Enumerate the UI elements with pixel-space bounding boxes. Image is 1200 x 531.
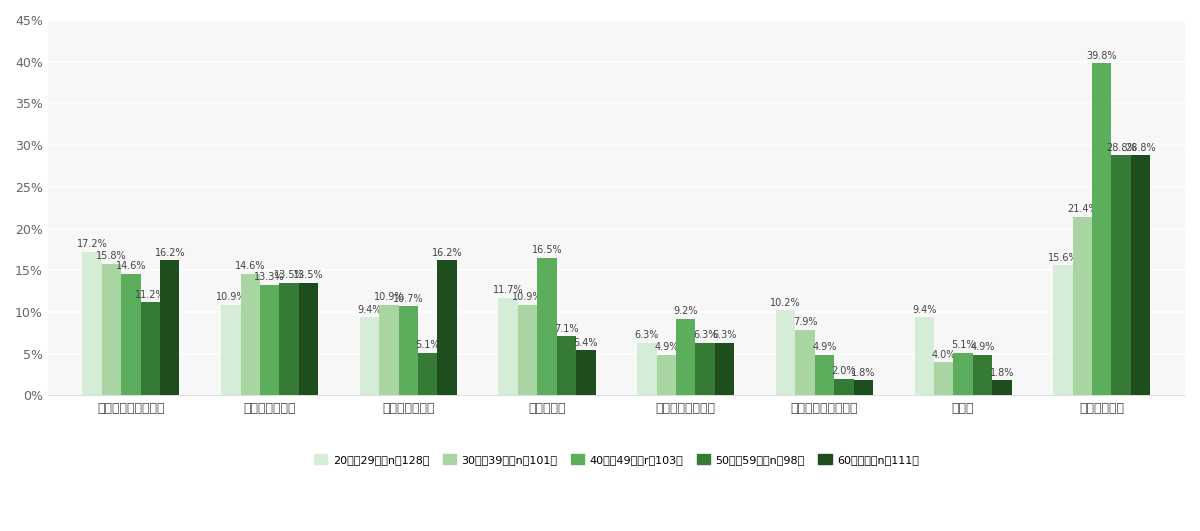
Bar: [796, 330, 815, 396]
Text: 11.7%: 11.7%: [493, 285, 523, 295]
Bar: [140, 302, 160, 396]
Bar: [1092, 63, 1111, 396]
Text: 16.5%: 16.5%: [532, 245, 563, 255]
Text: 4.0%: 4.0%: [931, 349, 956, 359]
Text: 5.1%: 5.1%: [415, 340, 440, 350]
Text: 21.4%: 21.4%: [1067, 204, 1098, 215]
Bar: [418, 353, 438, 396]
Text: 28.8%: 28.8%: [1126, 143, 1156, 153]
Bar: [299, 283, 318, 396]
Bar: [438, 260, 457, 396]
Text: 14.6%: 14.6%: [115, 261, 146, 271]
Bar: [853, 380, 872, 396]
Text: 4.9%: 4.9%: [971, 342, 995, 352]
Bar: [676, 319, 696, 396]
Bar: [576, 350, 595, 396]
Text: 4.9%: 4.9%: [654, 342, 678, 352]
Bar: [1111, 155, 1130, 396]
Bar: [360, 317, 379, 396]
Bar: [1054, 266, 1073, 396]
Text: 15.6%: 15.6%: [1048, 253, 1079, 263]
Text: 6.3%: 6.3%: [713, 330, 737, 340]
Bar: [696, 343, 715, 396]
Bar: [280, 283, 299, 396]
Bar: [379, 305, 398, 396]
Bar: [498, 298, 518, 396]
Text: 16.2%: 16.2%: [432, 248, 462, 258]
Bar: [102, 264, 121, 396]
Bar: [656, 355, 676, 396]
Bar: [815, 355, 834, 396]
Bar: [953, 353, 973, 396]
Bar: [398, 306, 418, 396]
Text: 1.8%: 1.8%: [851, 368, 876, 378]
Bar: [83, 252, 102, 396]
Text: 9.4%: 9.4%: [358, 305, 382, 314]
Text: 10.9%: 10.9%: [373, 292, 404, 302]
Text: 14.6%: 14.6%: [235, 261, 265, 271]
Text: 10.7%: 10.7%: [394, 294, 424, 304]
Bar: [914, 317, 934, 396]
Text: 5.1%: 5.1%: [950, 340, 976, 350]
Text: 10.2%: 10.2%: [770, 298, 800, 308]
Text: 39.8%: 39.8%: [1086, 51, 1117, 61]
Text: 2.0%: 2.0%: [832, 366, 856, 376]
Text: 10.9%: 10.9%: [216, 292, 246, 302]
Text: 4.9%: 4.9%: [812, 342, 836, 352]
Bar: [121, 273, 140, 396]
Bar: [973, 355, 992, 396]
Text: 15.8%: 15.8%: [96, 251, 127, 261]
Text: 16.2%: 16.2%: [155, 248, 185, 258]
Bar: [934, 362, 953, 396]
Bar: [637, 343, 656, 396]
Bar: [834, 379, 853, 396]
Bar: [715, 343, 734, 396]
Bar: [240, 273, 260, 396]
Text: 13.5%: 13.5%: [274, 270, 305, 280]
Text: 13.3%: 13.3%: [254, 272, 284, 282]
Text: 11.2%: 11.2%: [136, 289, 166, 299]
Text: 7.9%: 7.9%: [793, 317, 817, 327]
Text: 17.2%: 17.2%: [77, 239, 108, 250]
Bar: [557, 336, 576, 396]
Text: 7.1%: 7.1%: [554, 324, 578, 333]
Bar: [1130, 155, 1151, 396]
Bar: [518, 305, 538, 396]
Text: 9.4%: 9.4%: [912, 305, 936, 314]
Text: 28.8%: 28.8%: [1106, 143, 1136, 153]
Bar: [538, 258, 557, 396]
Text: 1.8%: 1.8%: [990, 368, 1014, 378]
Legend: 20歳～29歳（n＝128）, 30歳～39歳（n＝101）, 40歳～49歳（r＝103）, 50歳～59歳（n＝98）, 60歳以上（n＝111）: 20歳～29歳（n＝128）, 30歳～39歳（n＝101）, 40歳～49歳（…: [310, 450, 923, 469]
Bar: [221, 305, 240, 396]
Bar: [776, 311, 796, 396]
Text: 6.3%: 6.3%: [635, 330, 659, 340]
Text: 6.3%: 6.3%: [692, 330, 718, 340]
Bar: [992, 380, 1012, 396]
Bar: [1073, 217, 1092, 396]
Text: 9.2%: 9.2%: [673, 306, 698, 316]
Bar: [260, 285, 280, 396]
Bar: [160, 260, 180, 396]
Text: 13.5%: 13.5%: [293, 270, 324, 280]
Text: 10.9%: 10.9%: [512, 292, 542, 302]
Text: 5.4%: 5.4%: [574, 338, 598, 348]
